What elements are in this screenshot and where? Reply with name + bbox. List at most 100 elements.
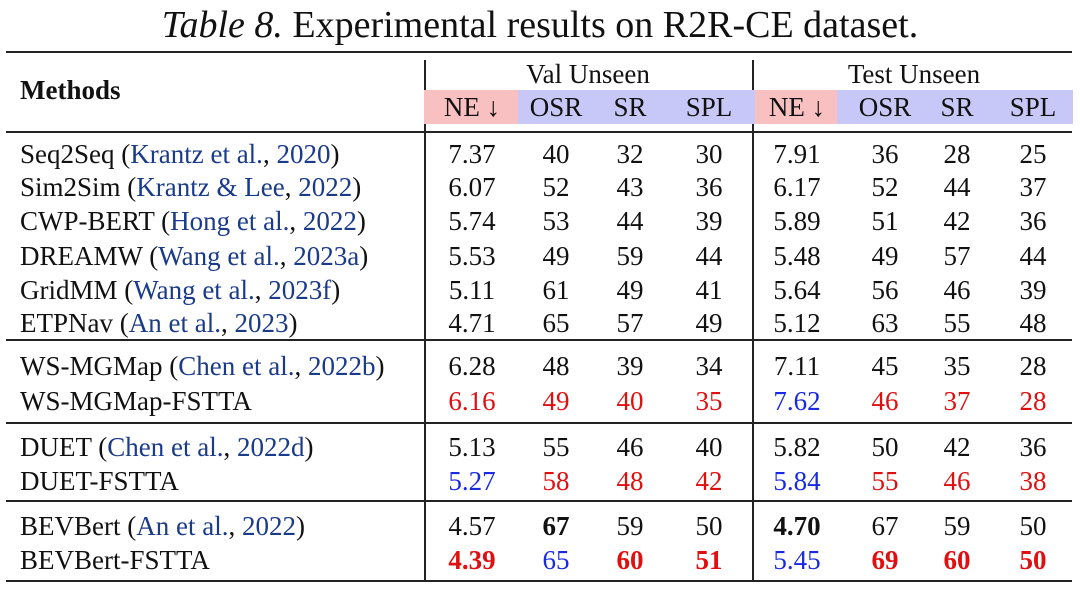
citation-separator: , [279, 241, 294, 271]
method-label: Seq2Seq [20, 139, 115, 169]
method-name: Sim2Sim (Krantz & Lee, 2022) [20, 171, 361, 203]
metric-value: 38 [1019, 466, 1047, 496]
group-rule-2 [6, 422, 1072, 424]
metric-value: 44 [943, 172, 971, 202]
top-rule [6, 51, 1072, 53]
metric-value: 4.39 [448, 545, 496, 575]
metric-value: 61 [542, 275, 570, 305]
method-name: BEVBert (An et al., 2022) [20, 510, 305, 542]
citation-authors[interactable]: Krantz et al. [130, 139, 263, 169]
metric-value: 65 [542, 545, 570, 575]
metric-value: 46 [871, 386, 899, 416]
citation-open-paren: ( [149, 241, 159, 271]
metric-value: 5.45 [773, 545, 821, 575]
citation-separator: , [254, 275, 269, 305]
method-label: DUET-FSTTA [20, 466, 179, 496]
citation-authors[interactable]: Chen et al. [107, 432, 224, 462]
metric-header-label: SPL [1009, 92, 1057, 122]
metric-header-label: OSR [529, 92, 583, 122]
metric-value: 56 [871, 275, 899, 305]
metric-value: 5.27 [448, 466, 496, 496]
metric-value: 67 [542, 511, 570, 541]
metric-value: 30 [695, 139, 723, 169]
metric-value: 46 [943, 466, 971, 496]
citation-close-paren: ) [356, 206, 366, 236]
citation-separator: , [284, 172, 299, 202]
metric-value: 6.28 [448, 351, 496, 381]
metric-value: 50 [1019, 545, 1047, 575]
citation-year[interactable]: 2023a [293, 241, 360, 271]
method-label: BEVBert-FSTTA [20, 545, 210, 575]
citation-close-paren: ) [375, 351, 385, 381]
method-label: Sim2Sim [20, 172, 121, 202]
metric-value: 39 [695, 206, 723, 236]
citation-authors[interactable]: An et al. [128, 308, 221, 338]
metric-header-label: OSR [858, 92, 912, 122]
caption-text: Experimental results on R2R-CE dataset. [292, 4, 919, 46]
metric-header-bg [932, 90, 985, 124]
group-rule-3 [6, 500, 1072, 502]
metric-value: 5.53 [448, 241, 496, 271]
citation-authors[interactable]: Hong et al. [170, 206, 290, 236]
metric-value: 49 [616, 275, 644, 305]
metric-value: 59 [616, 241, 644, 271]
metric-value: 5.64 [773, 275, 821, 305]
citation-open-paren: ( [169, 351, 179, 381]
metric-value: 35 [943, 351, 971, 381]
metric-value: 53 [542, 206, 570, 236]
method-name: DUET (Chen et al., 2022d) [20, 431, 313, 463]
citation-year[interactable]: 2022d [236, 432, 305, 462]
citation-authors[interactable]: An et al. [136, 511, 229, 541]
citation-year[interactable]: 2022 [302, 206, 357, 236]
method-label: DUET [20, 432, 92, 462]
metric-value: 5.11 [448, 275, 496, 305]
citation-year[interactable]: 2022 [241, 511, 296, 541]
metric-value: 55 [871, 466, 899, 496]
metric-value: 41 [695, 275, 723, 305]
metric-value: 67 [871, 511, 899, 541]
metric-value: 5.74 [448, 206, 496, 236]
metric-value: 60 [616, 545, 644, 575]
metric-value: 7.37 [448, 139, 496, 169]
citation-year[interactable]: 2022b [307, 351, 376, 381]
group-rule-1 [6, 339, 1072, 341]
metric-value: 36 [1019, 206, 1047, 236]
citation-authors[interactable]: Wang et al. [158, 241, 280, 271]
citation-year[interactable]: 2020 [276, 139, 331, 169]
metric-value: 43 [616, 172, 644, 202]
metric-value: 36 [1019, 432, 1047, 462]
citation-close-paren: ) [295, 511, 305, 541]
metric-value: 7.91 [773, 139, 821, 169]
citation-separator: , [262, 139, 277, 169]
method-label: DREAMW [20, 241, 143, 271]
citation-year[interactable]: 2023 [234, 308, 289, 338]
method-name: ETPNav (An et al., 2023) [20, 307, 297, 339]
metric-value: 5.89 [773, 206, 821, 236]
citation-authors[interactable]: Krantz & Lee [136, 172, 285, 202]
metric-value: 42 [943, 432, 971, 462]
metric-header-label: NE ↓ [443, 92, 501, 122]
metric-header-label: SR [940, 92, 974, 122]
metric-value: 52 [542, 172, 570, 202]
metric-value: 34 [695, 351, 723, 381]
method-label: WS-MGMap-FSTTA [20, 386, 252, 416]
citation-close-paren: ) [359, 241, 369, 271]
method-label: GridMM [20, 275, 118, 305]
citation-close-paren: ) [352, 172, 362, 202]
metric-value: 51 [695, 545, 723, 575]
citation-year[interactable]: 2023f [268, 275, 332, 305]
metric-header-bg [755, 90, 837, 124]
metric-value: 37 [1019, 172, 1047, 202]
metric-value: 6.07 [448, 172, 496, 202]
citation-open-paren: ( [161, 206, 171, 236]
method-name: WS-MGMap (Chen et al., 2022b) [20, 350, 384, 382]
citation-year[interactable]: 2022 [298, 172, 353, 202]
metric-value: 4.57 [448, 511, 496, 541]
metric-value: 5.84 [773, 466, 821, 496]
citation-open-paren: ( [121, 139, 131, 169]
metric-value: 6.16 [448, 386, 496, 416]
citation-authors[interactable]: Chen et al. [178, 351, 295, 381]
metric-value: 49 [542, 241, 570, 271]
citation-authors[interactable]: Wang et al. [133, 275, 255, 305]
